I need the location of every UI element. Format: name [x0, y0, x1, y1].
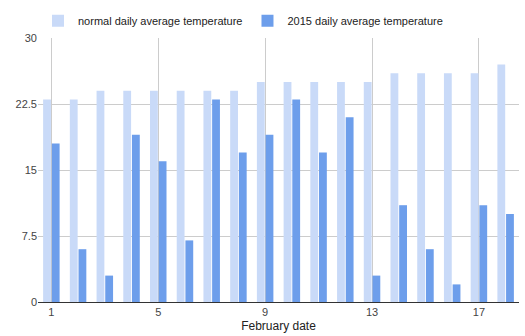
svg-text:15: 15	[25, 164, 37, 176]
svg-text:0: 0	[31, 296, 37, 308]
svg-text:February date: February date	[241, 319, 316, 333]
svg-text:13: 13	[366, 306, 378, 318]
svg-text:1: 1	[48, 306, 54, 318]
svg-text:5: 5	[155, 306, 161, 318]
svg-text:17: 17	[473, 306, 485, 318]
svg-text:9: 9	[262, 306, 268, 318]
svg-text:normal daily average temperatu: normal daily average temperature	[78, 15, 242, 27]
svg-text:2015 daily average temperature: 2015 daily average temperature	[287, 15, 442, 27]
svg-text:30: 30	[25, 32, 37, 44]
svg-text:7.5: 7.5	[22, 230, 37, 242]
svg-text:22.5: 22.5	[16, 98, 37, 110]
